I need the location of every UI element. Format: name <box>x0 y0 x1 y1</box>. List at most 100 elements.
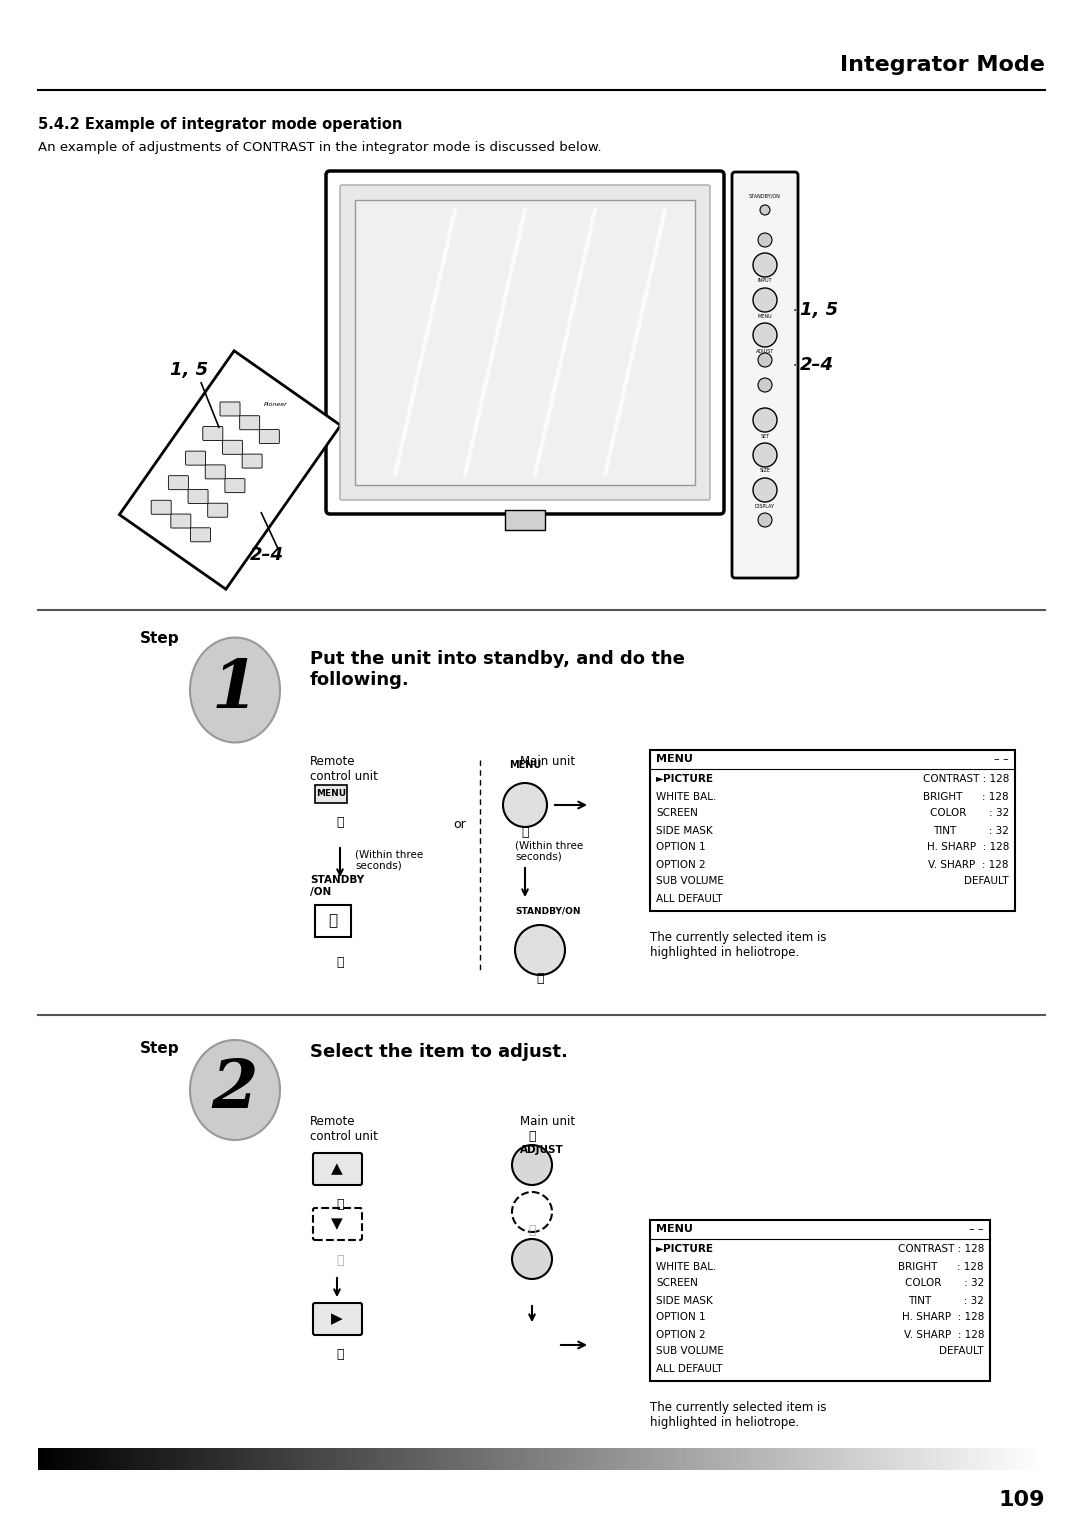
Text: (Within three
seconds): (Within three seconds) <box>355 850 423 871</box>
Text: or: or <box>454 819 467 831</box>
FancyBboxPatch shape <box>259 429 280 443</box>
Text: The currently selected item is
highlighted in heliotrope.: The currently selected item is highlight… <box>650 1401 826 1429</box>
Text: V. SHARP  : 128: V. SHARP : 128 <box>929 859 1009 869</box>
Text: OPTION 2: OPTION 2 <box>656 859 705 869</box>
Text: 109: 109 <box>999 1490 1045 1510</box>
Polygon shape <box>120 351 340 590</box>
FancyBboxPatch shape <box>240 416 259 429</box>
FancyBboxPatch shape <box>171 513 191 529</box>
Circle shape <box>758 513 772 527</box>
Text: OPTION 1: OPTION 1 <box>656 1313 705 1323</box>
Text: Select the item to adjust.: Select the item to adjust. <box>310 1044 568 1060</box>
Text: ▲: ▲ <box>332 1161 342 1177</box>
Text: MENU: MENU <box>316 790 346 799</box>
Text: Put the unit into standby, and do the
following.: Put the unit into standby, and do the fo… <box>310 649 685 689</box>
Text: 👆: 👆 <box>336 816 343 830</box>
FancyBboxPatch shape <box>732 173 798 578</box>
Circle shape <box>758 232 772 248</box>
Bar <box>315 905 351 937</box>
Text: ▶: ▶ <box>332 1311 342 1326</box>
Text: 1, 5: 1, 5 <box>170 361 208 379</box>
Text: 5.4.2 Example of integrator mode operation: 5.4.2 Example of integrator mode operati… <box>38 118 403 133</box>
Text: SCREEN: SCREEN <box>656 808 698 819</box>
Text: MENU: MENU <box>758 313 772 318</box>
Text: 👆: 👆 <box>336 1198 343 1212</box>
FancyBboxPatch shape <box>313 1154 362 1186</box>
Bar <box>355 200 696 484</box>
Text: MENU: MENU <box>656 753 693 764</box>
Text: 👆: 👆 <box>537 972 543 984</box>
Text: ALL DEFAULT: ALL DEFAULT <box>656 1363 723 1374</box>
Circle shape <box>503 782 546 827</box>
Text: Remote
control unit: Remote control unit <box>310 755 378 782</box>
FancyBboxPatch shape <box>220 402 240 416</box>
Text: MENU: MENU <box>656 1224 693 1233</box>
FancyBboxPatch shape <box>186 451 205 465</box>
Circle shape <box>512 1239 552 1279</box>
Text: SIDE MASK: SIDE MASK <box>656 1296 713 1305</box>
Text: ADJUST: ADJUST <box>519 1144 564 1155</box>
FancyBboxPatch shape <box>207 503 228 516</box>
Text: DEFAULT: DEFAULT <box>964 877 1009 886</box>
Text: Step: Step <box>140 631 179 645</box>
FancyBboxPatch shape <box>168 475 188 489</box>
Text: SIZE: SIZE <box>759 469 770 474</box>
Text: ►PICTURE: ►PICTURE <box>656 775 714 784</box>
Text: – –: – – <box>995 753 1009 764</box>
FancyBboxPatch shape <box>326 171 724 513</box>
FancyBboxPatch shape <box>222 440 243 454</box>
Circle shape <box>753 322 777 347</box>
Bar <box>650 1219 990 1381</box>
Text: WHITE BAL.: WHITE BAL. <box>656 792 716 802</box>
Text: V. SHARP  : 128: V. SHARP : 128 <box>904 1329 984 1340</box>
Text: BRIGHT      : 128: BRIGHT : 128 <box>899 1262 984 1271</box>
Text: OPTION 1: OPTION 1 <box>656 842 705 853</box>
Text: An example of adjustments of CONTRAST in the integrator mode is discussed below.: An example of adjustments of CONTRAST in… <box>38 142 602 154</box>
Text: – –: – – <box>969 1224 984 1233</box>
Text: 👆: 👆 <box>336 1253 343 1267</box>
FancyBboxPatch shape <box>225 478 245 492</box>
Text: (Within three
seconds): (Within three seconds) <box>515 840 583 862</box>
Bar <box>650 750 1015 911</box>
Circle shape <box>512 1192 552 1232</box>
Text: Pioneer: Pioneer <box>264 402 287 406</box>
Text: 2–4: 2–4 <box>249 545 284 564</box>
Text: BRIGHT      : 128: BRIGHT : 128 <box>923 792 1009 802</box>
Text: ▼: ▼ <box>332 1216 342 1232</box>
FancyBboxPatch shape <box>313 1209 362 1241</box>
Text: TINT          : 32: TINT : 32 <box>933 825 1009 836</box>
Ellipse shape <box>190 637 280 743</box>
Circle shape <box>758 353 772 367</box>
Text: 👆: 👆 <box>336 1349 343 1361</box>
Text: Main unit: Main unit <box>519 1115 576 1128</box>
Text: COLOR       : 32: COLOR : 32 <box>930 808 1009 819</box>
FancyBboxPatch shape <box>203 426 222 440</box>
Circle shape <box>753 478 777 503</box>
Circle shape <box>760 205 770 215</box>
Text: 1: 1 <box>212 657 258 723</box>
Ellipse shape <box>190 1041 280 1140</box>
Text: WHITE BAL.: WHITE BAL. <box>656 1262 716 1271</box>
Circle shape <box>753 287 777 312</box>
Text: SCREEN: SCREEN <box>656 1279 698 1288</box>
Circle shape <box>753 443 777 468</box>
Text: 👆: 👆 <box>336 957 343 969</box>
Text: OPTION 2: OPTION 2 <box>656 1329 705 1340</box>
Text: MENU: MENU <box>509 759 541 770</box>
Text: SET: SET <box>760 434 770 439</box>
Text: DISPLAY: DISPLAY <box>755 504 775 509</box>
Text: Main unit: Main unit <box>519 755 576 769</box>
Text: ADJUST: ADJUST <box>756 348 774 353</box>
Text: H. SHARP  : 128: H. SHARP : 128 <box>902 1313 984 1323</box>
Circle shape <box>758 377 772 393</box>
Text: CONTRAST : 128: CONTRAST : 128 <box>922 775 1009 784</box>
Text: STANDBY/ON: STANDBY/ON <box>750 194 781 199</box>
Text: DEFAULT: DEFAULT <box>940 1346 984 1357</box>
Text: SUB VOLUME: SUB VOLUME <box>656 1346 724 1357</box>
Text: 👆: 👆 <box>528 1224 536 1238</box>
Text: SIDE MASK: SIDE MASK <box>656 825 713 836</box>
Bar <box>315 785 347 804</box>
Text: TINT          : 32: TINT : 32 <box>908 1296 984 1305</box>
Text: 👆: 👆 <box>528 1131 536 1143</box>
Text: Integrator Mode: Integrator Mode <box>840 55 1045 75</box>
